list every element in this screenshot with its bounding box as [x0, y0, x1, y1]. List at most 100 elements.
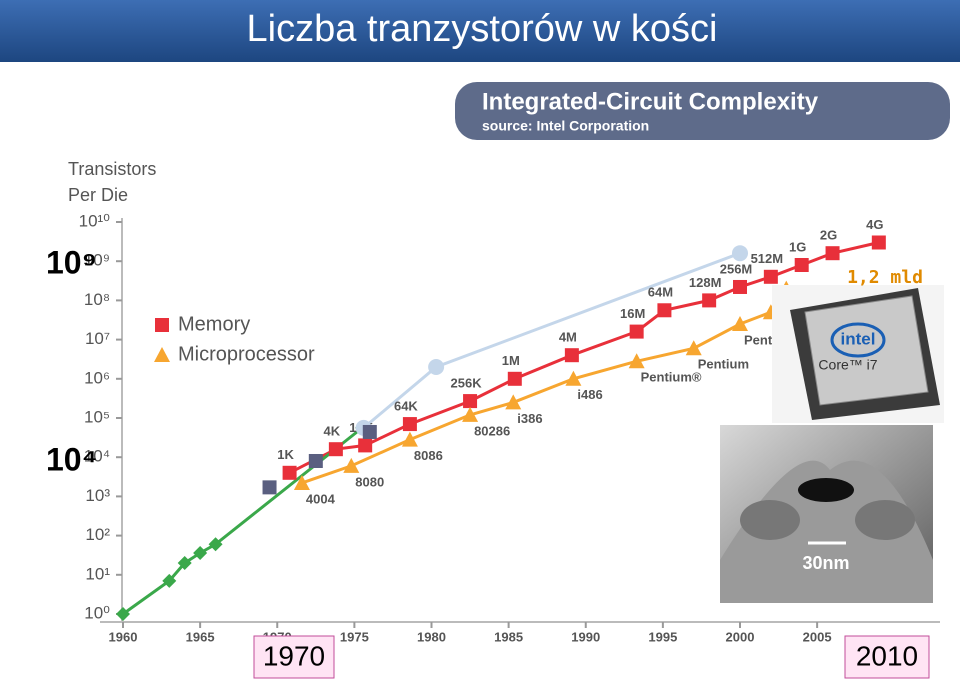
spacer: [740, 500, 800, 540]
y-tick-label: 10¹⁰: [79, 211, 111, 230]
marker: [401, 431, 418, 447]
point-label: i486: [577, 387, 602, 402]
legend-label: Microprocessor: [178, 343, 315, 365]
y-tick-label: 10²: [85, 525, 110, 544]
legend-label: Memory: [178, 313, 250, 335]
marker: [208, 537, 223, 552]
y-tick-label: 10⁰: [84, 603, 110, 622]
point-label: 8086: [414, 448, 443, 463]
chip-model: Core™ i7: [818, 357, 877, 373]
y-tick-label: 10¹: [85, 564, 110, 583]
marker: [308, 453, 323, 468]
y-tick-label: 10⁵: [84, 407, 110, 426]
point-label: 8080: [355, 474, 384, 489]
point-label: 1M: [502, 353, 520, 368]
marker: [116, 607, 130, 621]
feature-size: 30nm: [802, 553, 849, 573]
logo-ring: [830, 322, 886, 358]
y-tick-label: 10⁸: [84, 290, 110, 309]
x-tick-label: 2005: [803, 629, 832, 644]
point-label: 1K: [277, 447, 294, 462]
x-tick-label: 1990: [571, 629, 600, 644]
point-label: 4M: [559, 330, 577, 345]
series-line: [301, 287, 788, 485]
x-tick-label: 1965: [186, 629, 215, 644]
y-tick-label: 10⁴: [84, 447, 110, 466]
point-label: Pentium: [698, 357, 749, 372]
chip-photo: intel Core™ i7: [772, 285, 944, 423]
point-label: Pentium®: [641, 370, 702, 385]
x-tick-label: 2000: [726, 629, 755, 644]
marker: [732, 245, 748, 262]
y-tick-label: 10⁷: [85, 329, 110, 348]
marker: [402, 417, 417, 432]
gate-core: [798, 478, 854, 502]
count-note: 1,2 mld: [847, 267, 923, 288]
point-label: 256M: [720, 261, 753, 276]
y-axis-label: Per Die: [68, 185, 128, 205]
marker: [871, 235, 886, 250]
y-axis-label: Transistors: [68, 159, 156, 179]
marker: [732, 316, 748, 332]
marker: [629, 324, 644, 339]
marker: [733, 279, 747, 294]
point-label: Pent: [744, 332, 773, 347]
point-label: 1G: [789, 239, 806, 254]
point-label: 16M: [620, 306, 645, 321]
marker: [657, 303, 672, 318]
point-label: 256K: [451, 376, 483, 391]
x-tick-label: 1975: [340, 629, 369, 644]
marker: [362, 424, 377, 439]
chip-lid: [804, 295, 929, 406]
y-tick-label: 10³: [85, 486, 110, 505]
marker: [685, 340, 702, 356]
year-end: 2010: [856, 640, 918, 671]
marker: [162, 573, 177, 588]
chart-subtitle: source: Intel Corporation: [482, 118, 649, 134]
gate: [720, 460, 933, 603]
slide-title: Liczba tranzystorów w kości: [247, 8, 718, 50]
point-label: 4004: [306, 491, 336, 506]
spacer: [855, 500, 915, 540]
marker: [193, 545, 208, 560]
marker: [825, 246, 840, 261]
marker: [505, 394, 522, 410]
marker: [358, 438, 373, 453]
marker: [428, 358, 445, 375]
chip-brand: intel: [841, 329, 876, 348]
marker: [794, 257, 809, 272]
point-label: 2G: [820, 228, 837, 243]
marker: [763, 269, 778, 284]
marker: [328, 442, 343, 457]
series-line: [122, 426, 364, 616]
marker-low: 10⁴: [46, 441, 97, 477]
marker: [282, 465, 297, 480]
year-box: [844, 635, 930, 679]
point-label: 4G: [866, 217, 883, 232]
y-tick-label: 10⁶: [84, 368, 110, 387]
marker: [343, 457, 360, 473]
marker: [463, 394, 478, 409]
series-line: [362, 251, 741, 430]
x-tick-label: 1980: [417, 629, 446, 644]
point-label: i386: [517, 411, 542, 426]
point-label: 80286: [474, 423, 510, 438]
point-label: 128M: [689, 275, 722, 290]
marker: [177, 555, 192, 570]
year-box: [253, 635, 335, 679]
marker: [462, 406, 479, 422]
marker-high: 10⁹: [46, 244, 97, 280]
point-label: 4K: [324, 424, 341, 439]
chart-title: Integrated-Circuit Complexity: [482, 88, 819, 115]
marker: [293, 474, 310, 490]
marker: [262, 480, 277, 495]
title-bar: [0, 0, 960, 62]
plot: 10⁰ 10¹ 10² 10³ 10⁴ 10⁵ 10⁶ 10⁷ 10⁸ 10⁹ 10¹⁰ 1960 19…: [79, 211, 886, 644]
legend-marker: [155, 318, 169, 332]
point-label: 64K: [394, 399, 418, 414]
x-tick-label: 1985: [494, 629, 523, 644]
x-tick-label: 1960: [109, 629, 138, 644]
marker: [507, 371, 522, 386]
sem-photo: 30nm: [720, 425, 933, 603]
